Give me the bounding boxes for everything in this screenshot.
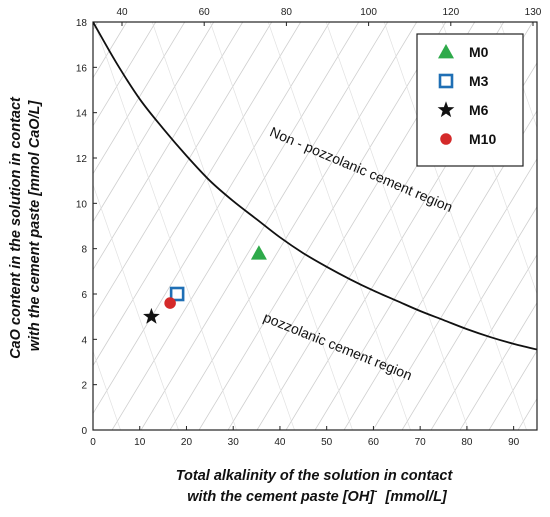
grid-line-diagonal	[401, 206, 537, 430]
grid-line-diagonal	[198, 22, 447, 430]
x-tick-label: 40	[274, 437, 286, 448]
legend-label-m0: M0	[469, 44, 489, 60]
x-axis-title-superscript: -	[374, 486, 378, 497]
grid-line-diagonal	[93, 22, 237, 430]
grid-line-diagonal	[541, 10, 550, 440]
legend-marker-m10	[440, 133, 452, 145]
grid-line-diagonal	[314, 62, 537, 430]
y-tick-label: 16	[76, 63, 88, 74]
legend-box	[416, 33, 524, 167]
grid-line-diagonal	[93, 22, 244, 271]
grid-line-diagonal	[372, 158, 537, 430]
y-tick-label: 6	[81, 290, 87, 301]
grid-line-diagonal	[111, 22, 360, 430]
top-tick-label: 80	[281, 7, 293, 18]
x-tick-label: 80	[461, 437, 473, 448]
point-m3	[169, 286, 185, 302]
grid-line-diagonal	[93, 22, 331, 415]
grid-line-diagonal	[93, 22, 215, 223]
y-axis-title: CaO content in the solution in contact w…	[8, 93, 43, 359]
x-axis-title-line-1: Total alkalinity of the solution in cont…	[176, 468, 454, 484]
point-m0	[250, 245, 267, 260]
x-tick-label: 10	[134, 437, 146, 448]
x-axis-title-main: with the cement paste [OH]	[187, 489, 375, 505]
legend-label-m6: M6	[469, 102, 489, 118]
x-tick-label: 20	[181, 437, 193, 448]
y-tick-label: 4	[81, 335, 87, 346]
y-tick-label: 0	[81, 426, 87, 437]
y-tick-label: 10	[76, 199, 88, 210]
top-tick-label: 40	[116, 7, 128, 18]
x-tick-label: 50	[321, 437, 333, 448]
grid-line-diagonal	[169, 22, 418, 430]
x-tick-label: 0	[90, 437, 96, 448]
top-tick-label: 60	[199, 7, 211, 18]
grid-line-diagonal	[325, 22, 469, 430]
legend-marker-m3	[438, 73, 454, 89]
grid-line-diagonal	[151, 22, 295, 430]
x-axis-title-line-2: with the cement paste [OH]- [mmol/L]	[187, 486, 448, 505]
plot-frame	[92, 21, 538, 431]
legend-marker-m6	[437, 101, 455, 118]
grid-line-diagonal	[430, 253, 537, 430]
boundary-curve-layer	[93, 22, 537, 351]
y-axis-title-line-2: with the cement paste [mmol CaO/L]	[27, 100, 43, 352]
grid-line-diagonal	[93, 350, 121, 430]
grid-line-diagonal	[343, 110, 537, 430]
y-tick-label: 18	[76, 18, 88, 29]
grid-line-diagonal	[209, 22, 353, 430]
y-tick-label: 8	[81, 245, 87, 256]
grid-line-diagonal	[459, 301, 537, 430]
point-m6	[143, 307, 160, 324]
legend-label-m3: M3	[469, 73, 489, 89]
data-points	[143, 245, 267, 324]
grid-line-diagonal	[0, 10, 8, 440]
top-tick-label: 120	[442, 7, 459, 18]
y-axis-title-line-1: CaO content in the solution in contact	[8, 96, 24, 359]
grid-line-diagonal	[93, 22, 157, 127]
x-tick-label: 60	[368, 437, 380, 448]
x-tick-label: 30	[228, 437, 240, 448]
y-tick-label: 2	[81, 381, 87, 392]
grid-line-diagonal	[93, 183, 179, 430]
grid-line-diagonal	[383, 22, 527, 430]
axis-ticks: 0 10 20 30 40 50 60 70 80 90 0 2 4 6 8 10 12 14 16 18 40 60 80…	[76, 7, 542, 448]
grid-line-diagonal	[93, 22, 186, 175]
point-m10	[164, 297, 176, 309]
x-tick-label: 90	[508, 437, 520, 448]
x-tick-label: 70	[415, 437, 427, 448]
legend-label-m10: M10	[469, 131, 496, 147]
y-tick-label: 12	[76, 154, 88, 165]
y-tick-label: 14	[76, 109, 88, 120]
grid-line-diagonal	[488, 349, 537, 430]
grid-line-diagonal	[93, 22, 273, 319]
x-axis-title-unit: [mmol/L]	[377, 489, 447, 505]
grid-line-diagonal	[267, 22, 411, 430]
legend-marker-m0	[438, 44, 454, 59]
boundary-curve	[93, 22, 537, 351]
grid-line-diagonal	[93, 22, 302, 367]
top-tick-label: 130	[525, 7, 542, 18]
top-tick-label: 100	[360, 7, 377, 18]
pozzolanic-region-label: pozzolanic cement region	[261, 309, 414, 383]
legend: M0 M3 M6 M10	[416, 33, 524, 167]
